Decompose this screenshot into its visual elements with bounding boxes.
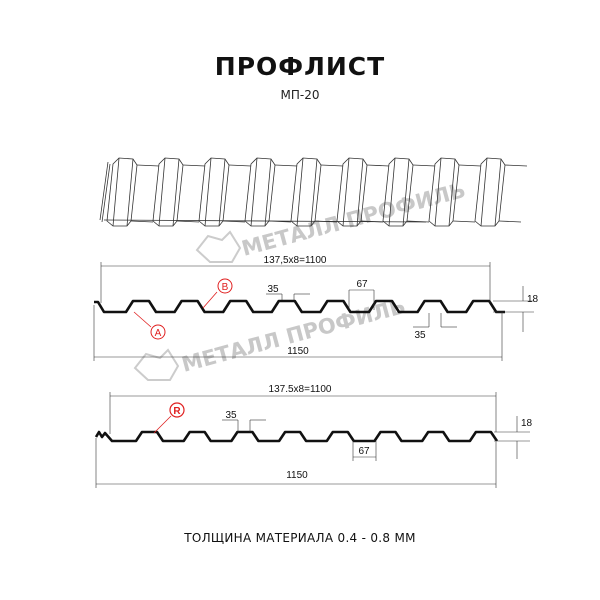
marker-b: B bbox=[202, 278, 233, 309]
sheet-rib bbox=[498, 164, 528, 223]
watermark-top: МЕТАЛЛ ПРОФИЛЬ bbox=[195, 178, 468, 263]
bottom-width-dimension: 35 bbox=[414, 330, 426, 341]
watermark-logo-icon bbox=[195, 230, 242, 263]
sheet-3d-view bbox=[99, 157, 528, 227]
sheet-rib bbox=[406, 164, 436, 223]
total-width-dimension: 1150 bbox=[287, 346, 309, 357]
rib-width-dimension: 67 bbox=[356, 279, 368, 290]
pitch-dimension: 137.5x8=1100 bbox=[269, 384, 332, 395]
marker-r: R bbox=[153, 402, 185, 434]
sheet-rib bbox=[250, 157, 272, 227]
rib-width-dimension: 67 bbox=[358, 446, 370, 457]
sheet-rib bbox=[176, 164, 206, 223]
profile-a-line bbox=[94, 299, 505, 314]
sheet-rib bbox=[452, 164, 482, 223]
height-dimension: 18 bbox=[527, 294, 539, 305]
total-width-dimension: 1150 bbox=[286, 470, 308, 481]
material-thickness: ТОЛЩИНА МАТЕРИАЛА 0.4 - 0.8 ММ bbox=[184, 531, 416, 545]
height-dimension: 18 bbox=[521, 418, 533, 429]
top-width-dimension: 35 bbox=[267, 284, 279, 295]
marker-a: A bbox=[133, 311, 166, 340]
pitch-dimension: 137,5x8=1100 bbox=[264, 255, 327, 266]
top-width-dimension: 35 bbox=[225, 410, 237, 421]
page-title: ПРОФЛИСТ bbox=[214, 52, 386, 81]
svg-text:R: R bbox=[173, 406, 181, 417]
watermark-bottom: МЕТАЛЛ ПРОФИЛЬ bbox=[133, 294, 408, 381]
sheet-rib bbox=[296, 157, 318, 227]
svg-text:A: A bbox=[155, 328, 162, 339]
sheet-rib bbox=[158, 157, 180, 227]
sheet-rib bbox=[112, 157, 134, 227]
svg-text:B: B bbox=[222, 282, 229, 293]
sheet-rib bbox=[130, 164, 160, 223]
sheet-rib bbox=[204, 157, 226, 227]
sheet-rib bbox=[268, 164, 298, 223]
sheet-rib bbox=[388, 157, 410, 227]
profile-b-line bbox=[94, 430, 499, 443]
profile-b: 137.5x8=1100 1150 35 67 18 R bbox=[94, 384, 533, 488]
sheet-rib bbox=[314, 164, 344, 223]
profile-a: 137,5x8=1100 1150 35 67 35 18 B A bbox=[93, 255, 539, 361]
sheet-rib bbox=[434, 157, 456, 227]
sheet-rib bbox=[342, 157, 364, 227]
watermark-text: МЕТАЛЛ ПРОФИЛЬ bbox=[239, 178, 468, 261]
watermark-logo-icon bbox=[133, 348, 180, 381]
model-subtitle: МП-20 bbox=[280, 88, 320, 102]
sheet-rib bbox=[480, 157, 502, 227]
sheet-rib bbox=[360, 164, 390, 223]
sheet-rib bbox=[222, 164, 252, 223]
